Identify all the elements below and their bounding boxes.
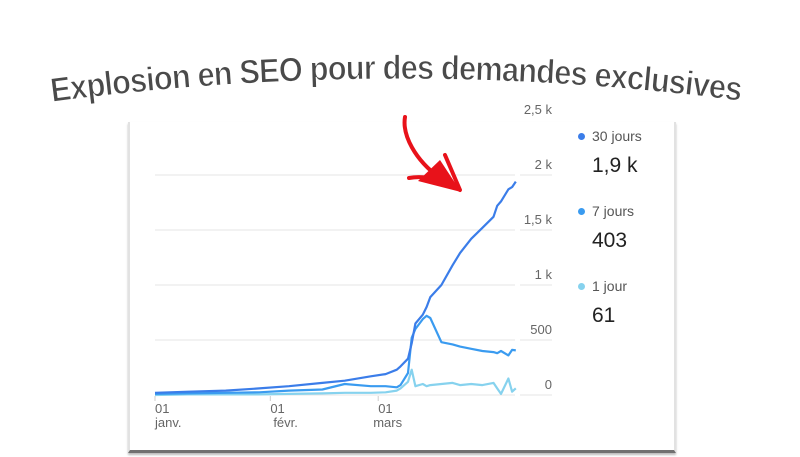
legend-label: 7 jours	[592, 203, 635, 219]
legend-item[interactable]: 7 jours	[578, 203, 634, 219]
legend-value: 1,9 k	[592, 154, 638, 177]
y-tick-label: 2 k	[535, 157, 553, 172]
y-tick-label: 500	[530, 322, 552, 337]
legend-value: 403	[592, 229, 628, 252]
x-tick-day: 01	[155, 401, 169, 416]
y-tick-label: 1 k	[535, 267, 553, 282]
y-tick-label: 1,5 k	[524, 212, 553, 227]
legend-value: 61	[592, 304, 616, 327]
legend-item[interactable]: 1 jour	[578, 278, 627, 294]
legend-dot-icon	[578, 282, 585, 290]
legend-label: 1 jour	[592, 278, 628, 294]
x-tick-month: mars	[373, 415, 402, 430]
x-tick-month: févr.	[273, 415, 298, 430]
x-tick-month: janv.	[154, 415, 182, 430]
legend-label: 30 jours	[592, 128, 642, 144]
y-tick-label: 0	[545, 377, 552, 392]
x-tick-day: 01	[270, 401, 284, 416]
legend-dot-icon	[578, 207, 585, 215]
legend-dot-icon	[578, 132, 585, 140]
red-arrow-head-icon	[418, 160, 461, 192]
y-tick-label: 2,5 k	[524, 102, 553, 117]
legend-item[interactable]: 30 jours	[578, 128, 642, 144]
series-line-30-jours	[154, 180, 517, 394]
x-tick-day: 01	[378, 401, 392, 416]
title-banner: Explosion en SEO pour des demandes exclu…	[48, 48, 746, 110]
series-line-7-jours	[154, 314, 516, 395]
series-line-1-jour	[154, 368, 517, 397]
